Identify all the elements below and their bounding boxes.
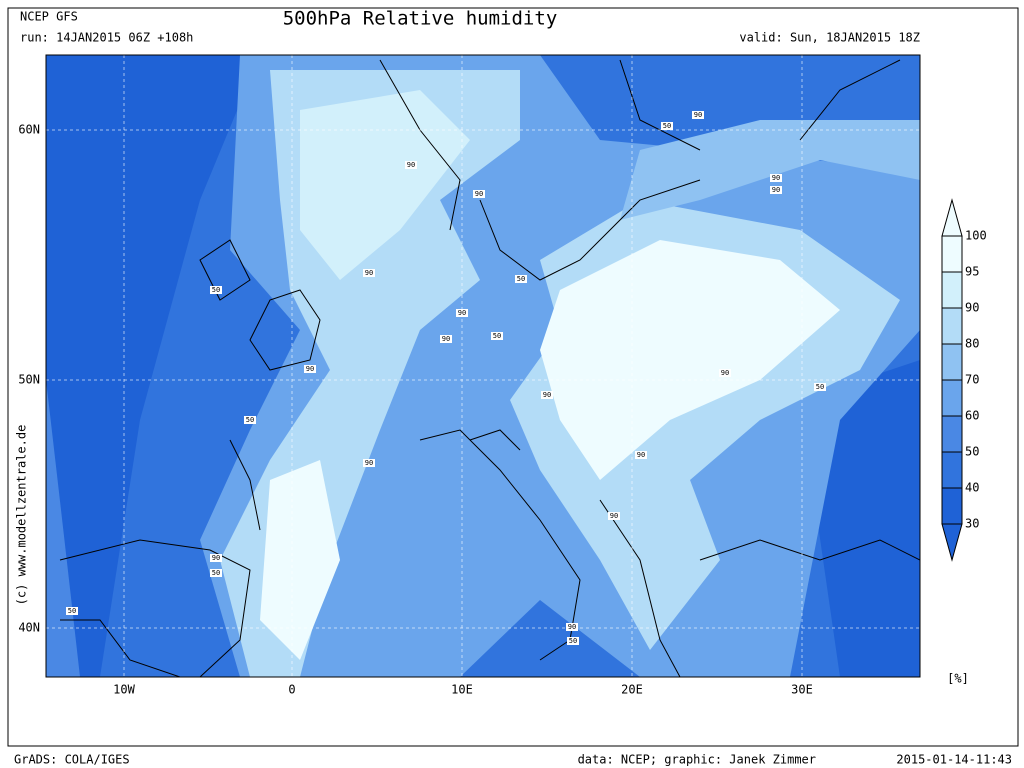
contour-label-box [405,161,417,169]
contour-label-box [304,365,316,373]
contour-label: 90 [306,365,314,373]
contour-label-box [440,335,452,343]
colorbar-label: 50 [965,445,979,459]
colorbar-label: 30 [965,517,979,531]
colorbar-bottom-arrow [941,523,963,562]
title: 500hPa Relative humidity [283,8,558,30]
lon-label: 20E [621,683,643,697]
contour-label: 90 [458,309,466,317]
contour-label: 90 [694,111,702,119]
contour-label: 90 [543,391,551,399]
contour-label-box [491,332,503,340]
contour-label: 90 [772,174,780,182]
contour-label: 90 [442,335,450,343]
colorbar-unit: [%] [947,672,969,686]
contour-label-box [515,275,527,283]
contour-label: 90 [365,269,373,277]
watermark: (c) www.modellzentrale.de [15,425,29,606]
colorbar-segment [941,343,963,381]
contour-label-box [244,416,256,424]
colorbar-segment [941,415,963,453]
contour-label-box [567,637,579,645]
colorbar-segment [941,487,963,525]
contour-label: 50 [569,637,577,645]
contour-label-box [719,369,731,377]
footer-center: data: NCEP; graphic: Janek Zimmer [578,753,816,767]
contour-label-box [210,554,222,562]
contour-label: 90 [721,369,729,377]
run: run: 14JAN2015 06Z +108h [20,31,193,45]
map-area: 90 50 90 90 90 90 90 50 50 90 90 50 90 90 50 90 50 90 90 90… [46,55,920,677]
contour-label: 90 [365,459,373,467]
lon-label: 10E [451,683,473,697]
contour-label: 50 [517,275,525,283]
contour-label-box [661,122,673,130]
colorbar-label: 60 [965,409,979,423]
contour-label-box [210,569,222,577]
contour-label-box [210,286,222,294]
contour-label: 90 [475,190,483,198]
rh-field [620,120,920,220]
contour-label: 50 [663,122,671,130]
contour-label: 50 [816,383,824,391]
model: NCEP GFS [20,10,78,24]
footer-left: GrADS: COLA/IGES [14,753,130,767]
contour-label: 90 [610,512,618,520]
contour-label: 90 [407,161,415,169]
contour-label-box [692,111,704,119]
colorbar-segment [941,235,963,273]
footer-right: 2015-01-14-11:43 [896,753,1012,767]
rh-field [46,55,260,677]
colorbar-segment [941,379,963,417]
contour-label: 50 [212,569,220,577]
contour-label-box [456,309,468,317]
colorbar-segment [941,307,963,345]
contour-label: 90 [637,451,645,459]
contour-label-box [770,174,782,182]
contour-label-box [635,451,647,459]
colorbar-label: 80 [965,337,979,351]
colorbar-label: 70 [965,373,979,387]
colorbar-label: 40 [965,481,979,495]
lat-label: 60N [18,123,40,137]
lon-label: 30E [791,683,813,697]
rh-field [46,380,80,677]
valid: valid: Sun, 18JAN2015 18Z [739,31,920,45]
colorbar-top-arrow [941,198,963,237]
contour-label-box [363,269,375,277]
contour-label: 90 [568,623,576,631]
contour-label: 50 [246,416,254,424]
contour-label-box [66,607,78,615]
frame [7,7,1019,747]
rh-field [300,90,470,280]
lon-label: 10W [113,683,135,697]
contour-label-box [541,391,553,399]
map-border [45,54,921,678]
contour-label: 50 [212,286,220,294]
contour-label-box [566,623,578,631]
contour-label: 90 [772,186,780,194]
contour-label-box [814,383,826,391]
contour-label-box [473,190,485,198]
colorbar-label: 95 [965,265,979,279]
colorbar-segment [941,271,963,309]
contour-label-box [363,459,375,467]
contour-label-box [608,512,620,520]
coastline [59,59,920,677]
colorbar-label: 100 [965,229,987,243]
colorbar-label: 90 [965,301,979,315]
contour-label: 50 [493,332,501,340]
contour-label-box [770,186,782,194]
rh-field [260,460,340,660]
contour-label: 90 [212,554,220,562]
lat-label: 40N [18,621,40,635]
colorbar-segment [941,451,963,489]
contour-label: 50 [68,607,76,615]
lat-label: 50N [18,373,40,387]
rh-field [540,240,840,480]
lon-label: 0 [288,683,295,697]
